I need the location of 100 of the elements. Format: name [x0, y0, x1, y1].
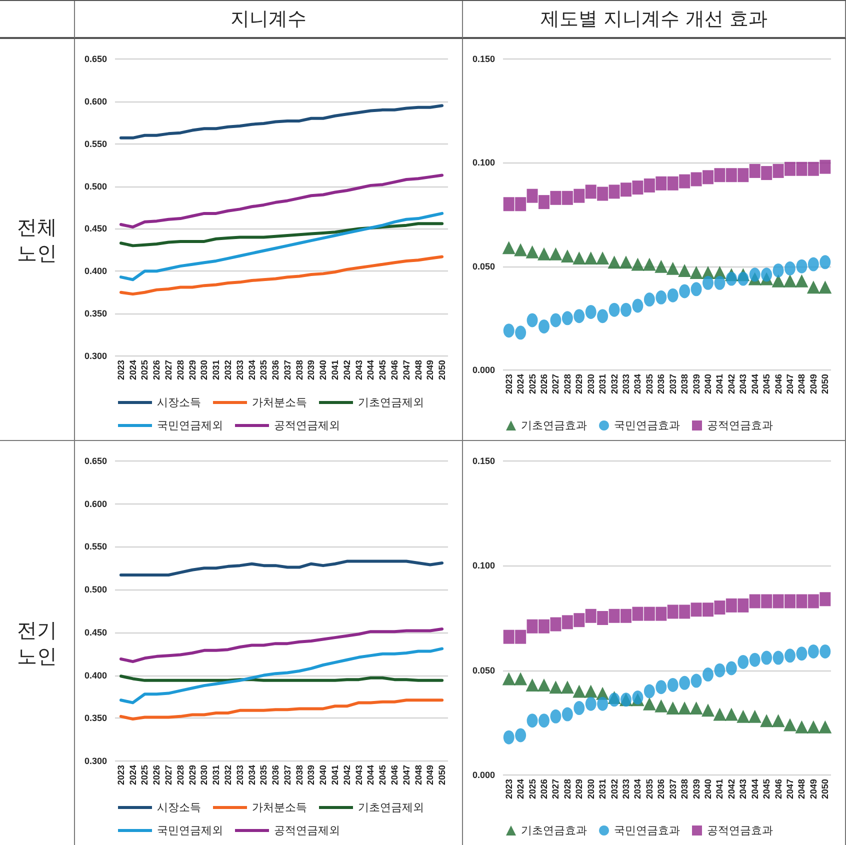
- x-tick-label: 2047: [401, 765, 412, 786]
- x-tick-label: 2048: [796, 374, 807, 394]
- x-tick-label: 2027: [164, 360, 174, 380]
- x-tick-label: 2041: [714, 374, 725, 394]
- x-tick-label: 2030: [586, 374, 596, 394]
- legend-label: 공적연금효과: [707, 419, 773, 432]
- x-tick-label: 2026: [539, 779, 549, 800]
- x-tick-label: 2048: [796, 779, 807, 800]
- x-tick-label: 2045: [762, 374, 772, 394]
- y-tick-label: 0.450: [84, 627, 107, 638]
- x-tick-label: 2034: [246, 765, 257, 786]
- y-tick-label: 0.050: [472, 665, 495, 676]
- x-tick-label: 2047: [785, 779, 795, 800]
- x-tick-label: 2044: [366, 360, 376, 380]
- legend-label: 기초연금효과: [521, 419, 587, 432]
- x-tick-label: 2025: [140, 765, 150, 786]
- legend-label: 공적연금제외: [274, 824, 340, 837]
- x-tick-label: 2050: [437, 360, 448, 380]
- y-tick-label: 0.500: [84, 181, 107, 192]
- x-tick-label: 2041: [714, 779, 725, 800]
- y-tick-label: 0.300: [84, 351, 107, 361]
- x-tick-label: 2046: [773, 779, 784, 800]
- x-tick-label: 2024: [128, 765, 138, 786]
- x-tick-label: 2043: [354, 360, 364, 380]
- x-tick-label: 2033: [621, 374, 631, 394]
- x-tick-label: 2033: [621, 779, 631, 800]
- x-tick-label: 2038: [680, 779, 690, 800]
- x-tick-label: 2032: [222, 360, 233, 380]
- x-tick-label: 2045: [378, 360, 388, 380]
- x-tick-label: 2032: [609, 779, 620, 800]
- x-tick-label: 2035: [258, 765, 269, 786]
- y-tick-label: 0.450: [84, 224, 107, 234]
- x-tick-label: 2029: [574, 779, 584, 800]
- x-tick-label: 2035: [644, 374, 654, 394]
- x-tick-label: 2047: [785, 374, 795, 394]
- x-tick-label: 2030: [199, 360, 210, 380]
- x-tick-label: 2025: [140, 360, 150, 380]
- x-tick-label: 2024: [128, 360, 138, 380]
- legend-label: 기초연금제외: [358, 801, 424, 814]
- x-tick-label: 2050: [437, 765, 448, 786]
- x-tick-label: 2047: [401, 360, 412, 380]
- x-tick-label: 2038: [680, 374, 690, 394]
- x-tick-label: 2025: [527, 779, 538, 800]
- legend-label: 시장소득: [157, 396, 201, 409]
- x-tick-label: 2037: [668, 779, 678, 800]
- legend-label: 국민연금효과: [614, 419, 680, 432]
- x-tick-label: 2050: [820, 779, 830, 800]
- x-tick-label: 2049: [808, 374, 818, 394]
- legend-label: 국민연금제외: [157, 419, 223, 432]
- x-tick-label: 2042: [726, 779, 736, 800]
- x-tick-label: 2027: [550, 779, 561, 800]
- x-tick-label: 2023: [116, 765, 126, 786]
- x-tick-label: 2027: [550, 374, 561, 394]
- x-tick-label: 2039: [306, 360, 316, 380]
- x-tick-label: 2042: [342, 360, 352, 380]
- x-tick-label: 2040: [703, 374, 713, 394]
- legend-label: 공적연금제외: [274, 419, 340, 432]
- y-tick-label: 0.050: [472, 261, 495, 272]
- x-tick-label: 2023: [504, 779, 514, 800]
- y-tick-label: 0.400: [84, 670, 107, 680]
- x-tick-label: 2026: [152, 765, 162, 786]
- x-tick-label: 2044: [750, 779, 760, 800]
- x-tick-label: 2038: [294, 360, 304, 380]
- y-tick-label: 0.100: [472, 560, 495, 571]
- y-tick-label: 0.400: [84, 266, 107, 276]
- x-tick-label: 2045: [762, 779, 772, 800]
- x-tick-label: 2026: [152, 360, 162, 380]
- x-tick-label: 2028: [562, 374, 572, 394]
- x-tick-label: 2031: [211, 765, 222, 786]
- x-tick-label: 2023: [116, 360, 126, 380]
- y-tick-label: 0.000: [472, 770, 495, 780]
- x-tick-label: 2025: [527, 374, 538, 394]
- chart-title: 지니계수: [75, 1, 463, 39]
- x-tick-label: 2034: [632, 779, 643, 800]
- x-tick-label: 2027: [164, 765, 174, 786]
- x-tick-label: 2042: [726, 374, 736, 394]
- x-tick-label: 2026: [539, 374, 549, 394]
- x-tick-label: 2043: [738, 374, 748, 394]
- x-tick-label: 2050: [820, 374, 830, 394]
- x-tick-label: 2034: [632, 374, 643, 394]
- y-tick-label: 0.500: [84, 584, 107, 595]
- x-tick-label: 2024: [516, 374, 526, 394]
- x-tick-label: 2049: [425, 360, 436, 380]
- x-tick-label: 2043: [738, 779, 748, 800]
- x-tick-label: 2036: [270, 765, 281, 786]
- x-tick-label: 2033: [234, 360, 245, 380]
- x-tick-label: 2044: [366, 765, 376, 786]
- x-tick-label: 2023: [504, 374, 514, 394]
- x-tick-label: 2031: [598, 779, 608, 800]
- x-tick-label: 2040: [318, 360, 328, 380]
- legend-label: 공적연금효과: [707, 824, 773, 837]
- x-tick-label: 2045: [378, 765, 388, 786]
- x-tick-label: 2039: [691, 374, 702, 394]
- x-tick-label: 2040: [703, 779, 713, 800]
- legend-label: 국민연금효과: [614, 824, 680, 837]
- x-tick-label: 2041: [330, 360, 340, 380]
- x-tick-label: 2036: [270, 360, 281, 380]
- x-tick-label: 2037: [668, 374, 678, 394]
- x-tick-label: 2031: [598, 374, 608, 394]
- legend-label: 기초연금효과: [521, 824, 587, 837]
